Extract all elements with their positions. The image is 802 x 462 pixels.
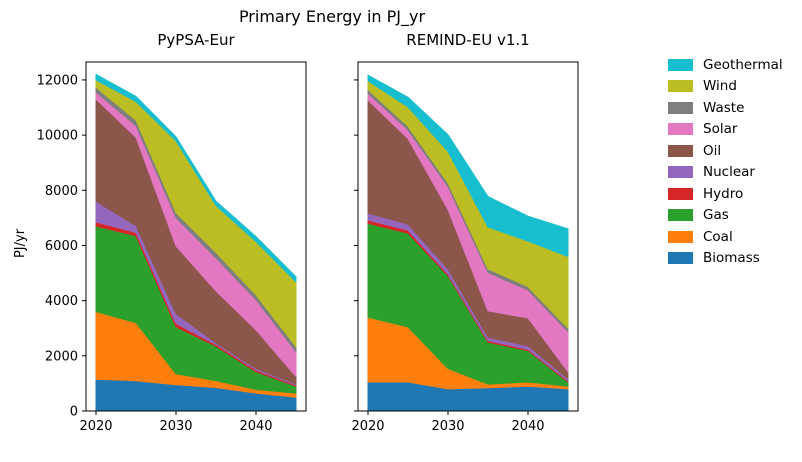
y-tick-label: 6000 bbox=[45, 239, 78, 254]
legend-item-oil: Oil bbox=[668, 140, 783, 162]
legend-swatch-geothermal bbox=[668, 58, 693, 71]
x-tick-label: 2030 bbox=[431, 419, 464, 434]
legend-label: Solar bbox=[703, 121, 738, 138]
legend-swatch-hydro bbox=[668, 187, 693, 200]
legend-item-nuclear: Nuclear bbox=[668, 162, 783, 184]
legend-item-solar: Solar bbox=[668, 119, 783, 141]
legend: Geothermal Wind Waste Solar Oil Nuclear Hydro G… bbox=[668, 54, 783, 269]
legend-label: Geothermal bbox=[703, 56, 783, 73]
legend-swatch-oil bbox=[668, 144, 693, 157]
y-tick-label: 2000 bbox=[45, 349, 78, 364]
y-tick-label: 10000 bbox=[37, 129, 78, 144]
legend-label: Oil bbox=[703, 142, 722, 159]
legend-swatch-gas bbox=[668, 209, 693, 222]
stacked-area-chart-pypsa-eur: 0 2000 4000 6000 8000 10000 12000 2020 2030 2040 bbox=[37, 61, 307, 434]
legend-label: Waste bbox=[703, 99, 745, 116]
legend-swatch-solar bbox=[668, 123, 693, 136]
legend-swatch-biomass bbox=[668, 252, 693, 265]
y-tick-label: 4000 bbox=[45, 294, 78, 309]
legend-item-wind: Wind bbox=[668, 76, 783, 98]
legend-item-geothermal: Geothermal bbox=[668, 54, 783, 76]
x-tick-label: 2020 bbox=[79, 419, 112, 434]
x-tick-label: 2040 bbox=[511, 419, 544, 434]
figure-title: Primary Energy in PJ_yr bbox=[238, 7, 426, 26]
legend-label: Biomass bbox=[703, 250, 760, 267]
legend-label: Nuclear bbox=[703, 164, 755, 181]
legend-item-hydro: Hydro bbox=[668, 183, 783, 205]
axes-frame bbox=[85, 61, 307, 412]
stacked-area-chart-remind-eu: 2020 2030 2040 bbox=[351, 61, 579, 434]
x-tick-label: 2030 bbox=[159, 419, 192, 434]
legend-item-gas: Gas bbox=[668, 205, 783, 227]
legend-item-biomass: Biomass bbox=[668, 248, 783, 270]
subplot-title-remind-eu: REMIND-EU v1.1 bbox=[406, 31, 530, 49]
subplot-title-pypsa-eur: PyPSA-Eur bbox=[157, 31, 235, 49]
x-tick-label: 2040 bbox=[239, 419, 272, 434]
y-tick-label: 0 bbox=[70, 405, 78, 420]
legend-swatch-coal bbox=[668, 230, 693, 243]
legend-swatch-nuclear bbox=[668, 166, 693, 179]
legend-swatch-wind bbox=[668, 80, 693, 93]
y-tick-label: 12000 bbox=[37, 73, 78, 88]
y-tick-label: 8000 bbox=[45, 184, 78, 199]
area-geothermal bbox=[95, 73, 297, 283]
legend-item-coal: Coal bbox=[668, 226, 783, 248]
legend-label: Wind bbox=[703, 78, 737, 95]
legend-label: Gas bbox=[703, 207, 729, 224]
legend-label: Coal bbox=[703, 228, 733, 245]
axes-frame bbox=[357, 61, 579, 412]
area-geothermal bbox=[367, 74, 569, 257]
legend-label: Hydro bbox=[703, 185, 744, 202]
legend-item-waste: Waste bbox=[668, 97, 783, 119]
legend-swatch-waste bbox=[668, 101, 693, 114]
x-tick-label: 2020 bbox=[351, 419, 384, 434]
